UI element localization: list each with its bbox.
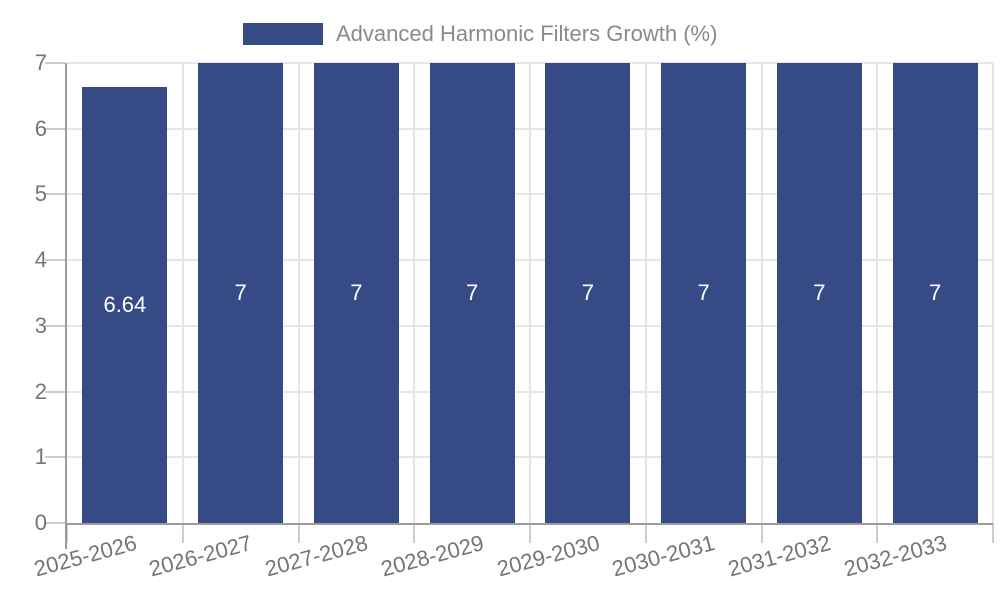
x-axis-tick — [297, 523, 300, 543]
y-axis-tick — [45, 259, 65, 262]
y-axis-tick-label: 5 — [34, 181, 47, 207]
gridline-vertical — [181, 63, 184, 523]
y-axis-tick — [45, 127, 65, 130]
gridline-vertical — [529, 63, 531, 523]
y-axis-tick-label: 7 — [34, 50, 47, 75]
x-axis-tick — [644, 523, 647, 543]
bar-value-label: 7 — [813, 280, 826, 305]
y-axis-tick — [45, 193, 65, 196]
gridline-vertical — [297, 63, 300, 523]
y-axis-tick — [45, 324, 65, 327]
y-axis-tick — [45, 62, 65, 64]
y-axis-tick — [45, 456, 65, 459]
y-axis-tick — [45, 522, 65, 524]
y-axis-tick-label: 0 — [34, 510, 47, 535]
bar[interactable]: 6.64 — [82, 86, 168, 523]
legend-item[interactable]: Advanced Harmonic Filters Growth (%) — [243, 22, 717, 46]
x-axis-label: 2031-2032 — [725, 530, 834, 582]
bar-value-label: 7 — [697, 280, 710, 305]
gridline-vertical — [876, 63, 879, 523]
bar[interactable]: 7 — [313, 63, 399, 523]
x-axis-label: 2027-2028 — [262, 530, 371, 582]
bar[interactable]: 7 — [776, 63, 862, 523]
y-axis-line — [65, 63, 67, 549]
bar[interactable]: 7 — [429, 63, 515, 523]
bar-value-label: 7 — [350, 280, 363, 305]
bar-value-label: 6.64 — [103, 291, 147, 317]
y-axis-tick-label: 4 — [34, 247, 47, 273]
y-axis-tick-label: 6 — [34, 115, 47, 141]
x-axis-tick — [413, 523, 416, 543]
bar[interactable]: 7 — [892, 63, 978, 523]
x-axis-tick — [181, 523, 184, 543]
x-axis-label: 2028-2029 — [378, 530, 487, 582]
bar-value-label: 7 — [466, 280, 479, 305]
bar[interactable]: 7 — [545, 63, 631, 523]
x-axis-tick — [529, 523, 531, 543]
y-axis-tick-label: 3 — [34, 312, 47, 338]
bar-value-label: 7 — [234, 280, 247, 305]
legend-label: Advanced Harmonic Filters Growth (%) — [336, 21, 718, 46]
x-axis-tick — [876, 523, 879, 543]
gridline-vertical — [644, 63, 647, 523]
bar-value-label: 7 — [929, 280, 942, 305]
gridline-vertical — [760, 63, 763, 523]
bar[interactable]: 7 — [198, 63, 284, 523]
y-axis-tick-label: 1 — [34, 444, 47, 470]
bar-value-label: 7 — [581, 280, 594, 305]
x-axis-tick — [992, 523, 994, 543]
gridline-vertical — [413, 63, 416, 523]
x-axis-line — [65, 523, 993, 525]
x-axis-label: 2026-2027 — [146, 530, 255, 582]
x-axis-label: 2025-2026 — [30, 530, 140, 582]
legend-swatch — [243, 23, 323, 45]
x-axis-label: 2029-2030 — [493, 530, 603, 582]
y-axis-tick-label: 2 — [34, 378, 47, 404]
gridline-vertical — [992, 63, 994, 523]
x-axis-tick — [760, 523, 763, 543]
x-axis-label: 2030-2031 — [609, 530, 718, 582]
bar[interactable]: 7 — [661, 63, 747, 523]
x-axis-tick — [66, 523, 68, 543]
x-axis-label: 2032-2033 — [841, 530, 950, 582]
plot-area: 0 1 2 3 4 5 6 7 6.64 7 7 7 7 7 7 7 2025-2026 2026-2027 202… — [31, 52, 994, 581]
y-axis-tick — [45, 390, 65, 393]
